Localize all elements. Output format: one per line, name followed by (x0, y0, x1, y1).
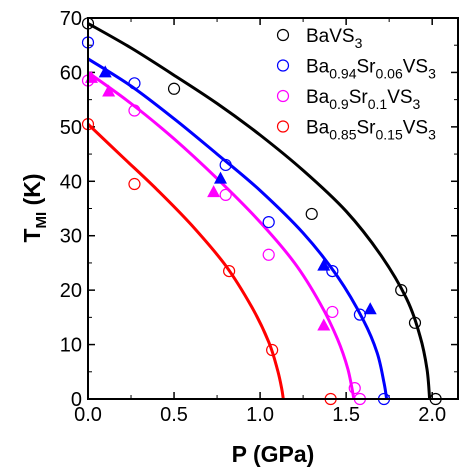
fit-curve-series-2 (87, 71, 356, 400)
legend-label-subscript: 0.9 (329, 96, 349, 112)
y-tick-label: 10 (60, 335, 82, 357)
data-point-triangle-series-1 (214, 171, 228, 184)
x-tick-label: 1.0 (246, 404, 274, 426)
y-tick-label: 20 (60, 280, 82, 302)
data-point-circle-series-1 (219, 158, 232, 172)
legend-label-subscript: 0.06 (376, 66, 403, 82)
x-tick-label: 0.5 (160, 404, 188, 426)
data-point-circle-series-0 (167, 82, 181, 95)
y-axis-title-subscript: MI (33, 212, 50, 229)
data-point-circle-series-1 (326, 264, 339, 278)
data-point-circle-series-2 (219, 188, 232, 201)
plot-frame (87, 17, 459, 400)
y-axis-title: TMI (K) (19, 173, 50, 242)
y-tick-label: 70 (60, 8, 82, 30)
legend-label-subscript: 0.15 (376, 127, 403, 143)
data-point-triangle-series-2 (207, 185, 221, 198)
legend-label-part: Ba (306, 87, 330, 108)
y-tick-label: 30 (60, 226, 82, 248)
legend-label-part: VS (403, 118, 428, 139)
x-tick-label: 2.0 (418, 404, 446, 426)
legend-label-subscript: 0.94 (329, 66, 356, 82)
legend-label-subscript: 3 (413, 96, 421, 112)
data-point-circle-series-2 (128, 104, 141, 117)
legend-label-subscript: 3 (428, 66, 436, 82)
legend-label-part: Ba (306, 57, 330, 78)
legend-label-series-0: BaVS3 (306, 26, 363, 51)
data-point-circle-series-0 (408, 316, 422, 329)
legend-label-part: BaVS (306, 26, 355, 47)
data-point-triangle-series-1 (363, 302, 377, 315)
data-point-triangle-series-1 (98, 65, 112, 78)
x-tick-label: 0.0 (74, 404, 102, 426)
data-point-circle-series-2 (348, 382, 361, 395)
legend-label-part: Ba (306, 118, 330, 139)
fit-curve-series-1 (87, 57, 389, 400)
data-point-triangle-series-2 (317, 318, 331, 331)
data-point-circle-series-2 (326, 305, 339, 319)
legend-marker-series-2 (276, 89, 290, 103)
x-tick-label: 1.5 (332, 404, 360, 426)
legend-marker-series-3 (276, 120, 290, 133)
data-point-circle-series-1 (128, 77, 141, 90)
y-axis-title-main: T (19, 228, 45, 242)
data-point-circle-series-2 (262, 248, 275, 261)
y-tick-label: 40 (60, 171, 82, 193)
y-tick-label: 0 (71, 389, 82, 411)
legend-label-part: Sr (357, 118, 377, 139)
fit-curve-series-3 (86, 123, 285, 400)
legend-label-series-2: Ba0.9Sr0.1VS3 (306, 87, 421, 112)
y-tick-label: 60 (60, 62, 82, 84)
legend-label-part: VS (403, 57, 428, 78)
data-point-circle-series-1 (262, 216, 275, 229)
legend-label-series-1: Ba0.94Sr0.06VS3 (306, 57, 436, 82)
data-point-circle-series-3 (128, 177, 141, 191)
x-axis-title: P (GPa) (232, 441, 315, 467)
fit-curve-series-0 (87, 22, 432, 400)
legend-marker-series-0 (276, 28, 290, 42)
legend-label-subscript: 0.85 (329, 127, 356, 143)
legend-label-subscript: 3 (428, 127, 436, 143)
y-tick-label: 50 (60, 117, 82, 139)
legend-label-part: Sr (349, 87, 369, 108)
y-axis-title-unit: (K) (19, 173, 45, 211)
data-point-circle-series-3 (223, 264, 236, 278)
legend-label-subscript: 3 (355, 35, 363, 51)
data-point-circle-series-0 (305, 207, 318, 221)
data-point-triangle-series-1 (317, 258, 331, 271)
legend-label-subscript: 0.1 (368, 96, 388, 112)
legend-label-part: Sr (357, 57, 377, 78)
legend-marker-series-1 (276, 59, 290, 72)
legend: BaVS3Ba0.94Sr0.06VS3Ba0.9Sr0.1VS3Ba0.85S… (276, 26, 436, 143)
data-point-triangle-series-2 (102, 84, 116, 97)
legend-label-series-3: Ba0.85Sr0.15VS3 (306, 118, 436, 143)
data-point-circle-series-1 (353, 308, 367, 321)
legend-label-part: VS (387, 87, 412, 108)
data-point-circle-series-3 (266, 343, 279, 357)
data-point-circle-series-0 (395, 284, 408, 297)
ticks-layer: 0.0 0.5 1.0 1.5 2.0 0 10 20 30 40 50 60 70 (60, 8, 458, 426)
fit-curves-layer (86, 22, 432, 400)
